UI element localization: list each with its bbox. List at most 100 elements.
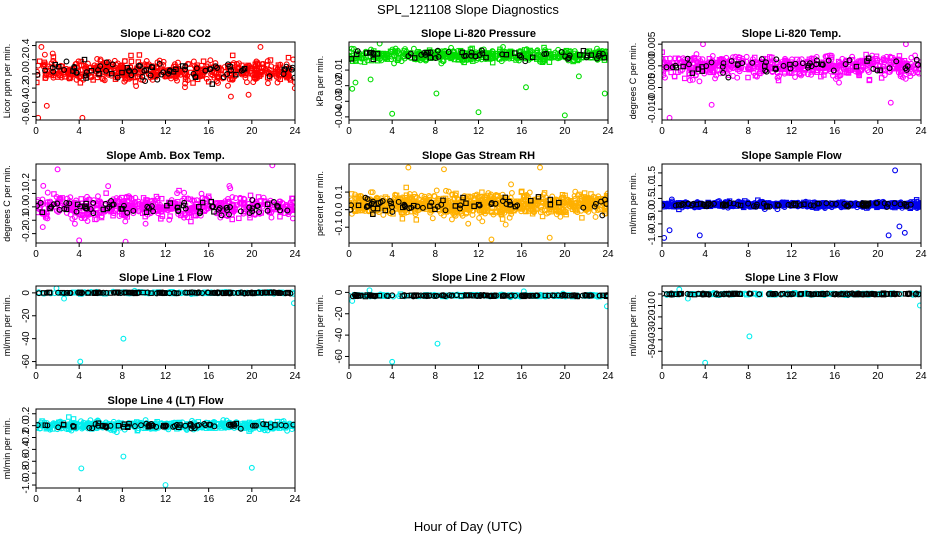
y-tick-label: 0.1 [334, 185, 345, 199]
x-tick-label: 4 [76, 249, 82, 260]
y-tick-label: -40 [21, 331, 32, 346]
data-point [285, 54, 292, 61]
data-point [44, 215, 51, 222]
data-point [448, 216, 455, 223]
data-point [881, 200, 888, 207]
data-point [775, 202, 782, 209]
x-tick-label: 16 [829, 249, 841, 260]
x-tick-label: 12 [473, 126, 485, 137]
data-point [418, 51, 425, 58]
data-point [48, 203, 55, 210]
x-tick-label: 0 [33, 249, 39, 260]
data-point [413, 217, 420, 223]
data-point [207, 65, 214, 72]
data-point [54, 200, 61, 207]
data-point [828, 52, 835, 59]
y-axis-label: degrees C per min. [2, 165, 12, 242]
data-point [592, 200, 599, 207]
data-point [36, 198, 41, 205]
data-point [63, 58, 70, 65]
data-point [83, 69, 90, 76]
data-point [530, 209, 537, 216]
data-point [897, 71, 904, 78]
data-point [125, 193, 132, 200]
data-point [214, 290, 221, 297]
data-point [696, 78, 703, 85]
data-point [423, 293, 430, 300]
data-point [668, 69, 674, 76]
data-point [40, 182, 47, 189]
x-tick-label: 24 [602, 126, 614, 137]
data-point [118, 63, 125, 69]
data-point [128, 74, 135, 81]
data-point [89, 200, 96, 207]
data-point [76, 211, 83, 218]
data-point [754, 73, 760, 80]
data-point [862, 201, 869, 208]
data-point [160, 206, 166, 213]
data-point [49, 50, 56, 57]
data-point [443, 187, 449, 194]
data-point [547, 196, 554, 203]
data-point [122, 238, 129, 243]
data-point [680, 63, 686, 70]
data-point [773, 66, 779, 73]
data-point [528, 197, 534, 204]
data-point [798, 72, 805, 79]
data-point [84, 60, 91, 67]
data-point [819, 61, 825, 67]
data-point [561, 49, 568, 56]
data-point [61, 66, 68, 73]
data-point [77, 289, 84, 296]
data-point [558, 49, 565, 55]
data-point [109, 70, 115, 77]
data-point [352, 293, 359, 300]
data-point [801, 201, 807, 208]
data-point [541, 44, 547, 51]
data-point [289, 195, 295, 202]
panel-title: Slope Gas Stream RH [422, 150, 535, 162]
data-point [750, 203, 757, 210]
data-point [90, 210, 97, 217]
data-point [182, 66, 189, 73]
x-tick-label: 12 [786, 126, 798, 137]
data-point [66, 290, 73, 296]
data-point [90, 77, 96, 83]
data-point [808, 55, 815, 62]
x-tick-label: 12 [786, 249, 798, 260]
data-point [603, 303, 608, 310]
data-point [915, 202, 921, 209]
data-point [220, 74, 227, 81]
data-point [763, 59, 769, 66]
data-point [575, 73, 582, 80]
data-point [66, 200, 73, 207]
data-point [121, 78, 128, 85]
data-point [267, 57, 274, 63]
data-point [502, 221, 509, 228]
data-point [404, 292, 410, 299]
points [662, 42, 921, 120]
figure-xlabel: Hour of Day (UTC) [414, 519, 522, 534]
data-point [467, 204, 474, 211]
data-point [222, 290, 229, 296]
data-point [362, 293, 369, 300]
data-point [526, 292, 533, 299]
figure-title: SPL_121108 Slope Diagnostics [377, 2, 559, 17]
data-point [566, 54, 572, 61]
data-point [91, 62, 98, 69]
data-point [50, 68, 57, 75]
data-point [429, 215, 436, 222]
x-tick-label: 24 [602, 249, 614, 260]
x-tick-label: 8 [433, 249, 439, 260]
data-point [833, 65, 840, 72]
data-point [103, 67, 110, 74]
data-point [59, 289, 65, 296]
data-point [192, 289, 199, 296]
data-point [414, 203, 421, 210]
x-tick-label: 8 [120, 371, 126, 382]
data-point [73, 208, 80, 215]
data-point [137, 63, 144, 69]
data-point [155, 210, 162, 217]
data-point [105, 183, 112, 190]
